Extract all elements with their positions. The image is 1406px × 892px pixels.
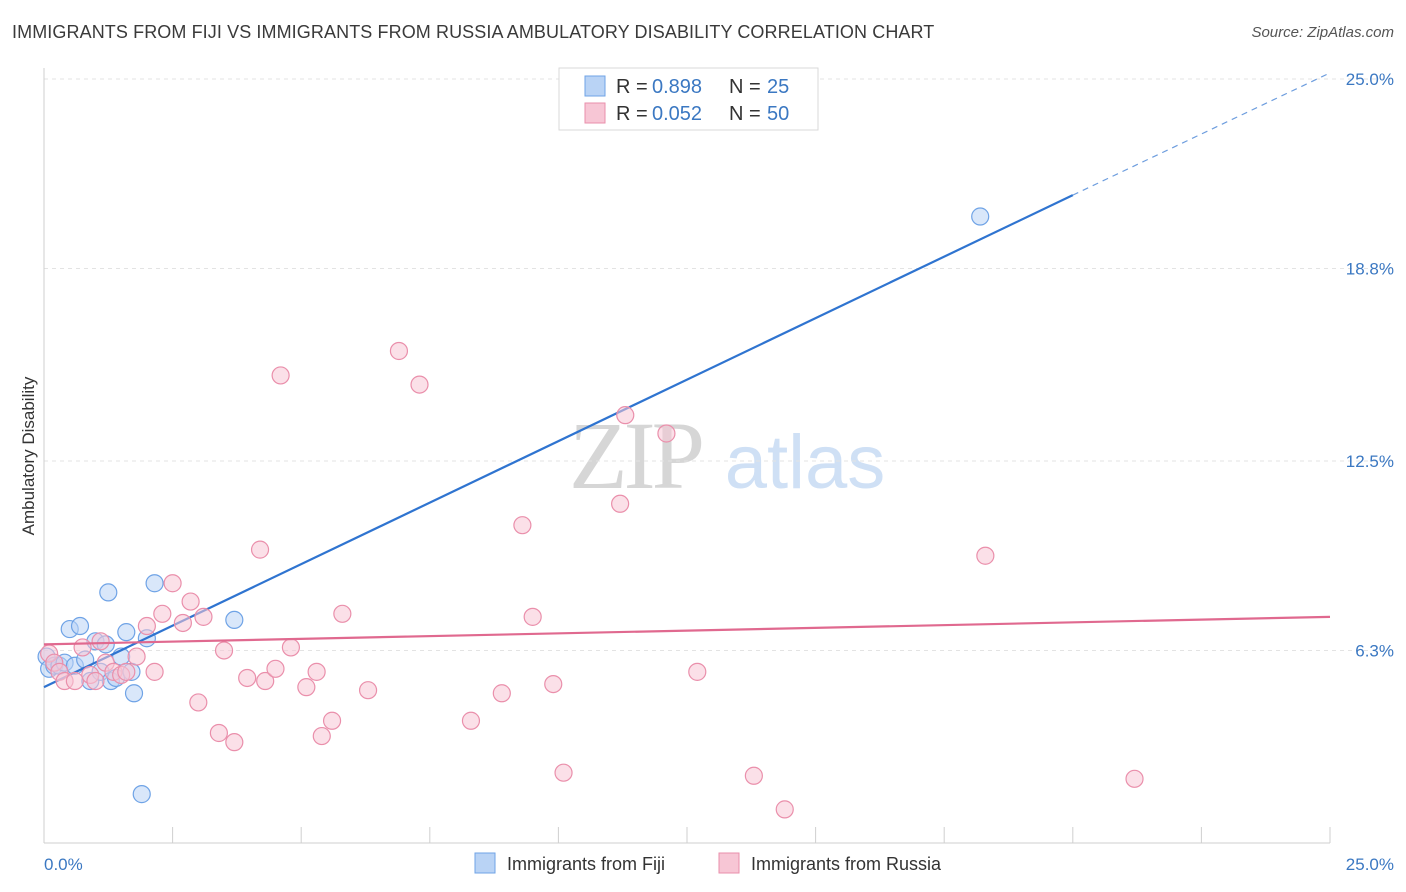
point-russia-33: [312, 726, 331, 746]
point-fiji-13: [99, 583, 118, 602]
point-russia-31: [297, 678, 316, 697]
point-russia-16: [153, 604, 172, 623]
x-axis-ticks: [43, 827, 1331, 843]
point-russia-50: [775, 800, 794, 819]
point-russia-39: [461, 711, 481, 730]
point-russia-4: [65, 671, 84, 691]
series-legend-label-fiji: Immigrants from Fiji: [507, 854, 665, 874]
y-axis-title: Ambulatory Disability: [19, 376, 38, 535]
point-russia-15: [145, 662, 164, 681]
point-russia-35: [333, 604, 352, 623]
point-russia-37: [389, 341, 409, 361]
legend-n-label-russia: N =: [729, 103, 761, 125]
point-fiji-22: [145, 574, 164, 593]
point-russia-23: [214, 641, 234, 660]
chart-source: Source: ZipAtlas.com: [1251, 24, 1394, 41]
point-russia-27: [256, 671, 275, 691]
series-legend-label-russia: Immigrants from Russia: [751, 854, 942, 874]
point-russia-42: [523, 607, 542, 626]
point-russia-24: [225, 733, 244, 752]
point-russia-45: [611, 494, 630, 513]
point-russia-51: [976, 546, 995, 565]
point-russia-28: [266, 659, 285, 678]
point-russia-20: [189, 693, 208, 712]
point-russia-49: [744, 766, 763, 785]
point-fiji-20: [132, 785, 151, 804]
point-russia-47: [657, 424, 676, 443]
point-russia-17: [163, 574, 182, 593]
watermark-zip: ZIP: [569, 402, 702, 509]
point-russia-21: [194, 607, 213, 626]
stats-legend: R = 0.898 N = 25 R = 0.052 N = 50: [558, 67, 819, 131]
point-russia-5: [73, 638, 92, 657]
legend-r-value-fiji: 0.898: [652, 76, 702, 98]
legend-n-label-fiji: N =: [729, 76, 761, 98]
x-tick-label-min: 0.0%: [44, 855, 83, 874]
y-tick-label-0: 6.3%: [1355, 641, 1394, 660]
point-fiji-19: [124, 684, 144, 703]
point-fiji-24: [971, 207, 990, 226]
point-russia-34: [322, 711, 342, 730]
point-fiji-17: [117, 623, 136, 642]
y-tick-label-3: 25.0%: [1346, 70, 1394, 89]
point-russia-19: [181, 592, 200, 611]
legend-r-value-russia: 0.052: [652, 103, 702, 125]
point-russia-48: [688, 662, 707, 681]
series-legend-swatch-russia: [718, 852, 740, 874]
legend-r-label-russia: R =: [616, 103, 648, 125]
point-russia-32: [307, 662, 326, 681]
series-legend: Immigrants from Fiji Immigrants from Rus…: [474, 852, 942, 874]
series-layer: [37, 72, 1331, 819]
trend-line-russia: [43, 615, 1331, 646]
point-russia-7: [86, 671, 105, 691]
point-russia-12: [117, 662, 136, 681]
point-russia-18: [173, 613, 192, 633]
y-tick-label-2: 18.8%: [1346, 259, 1394, 278]
legend-n-value-fiji: 25: [767, 76, 789, 98]
point-russia-40: [492, 684, 511, 703]
legend-swatch-russia: [584, 102, 606, 124]
point-russia-36: [358, 681, 378, 700]
point-russia-38: [410, 375, 429, 394]
point-russia-13: [127, 647, 146, 666]
trend-line-fiji: [43, 194, 1074, 689]
watermark-atlas: atlas: [725, 420, 886, 505]
legend-r-label-fiji: R =: [616, 76, 648, 98]
point-russia-44: [554, 763, 573, 782]
point-russia-26: [250, 540, 270, 559]
point-fiji-23: [225, 610, 244, 630]
point-russia-29: [271, 366, 290, 385]
point-russia-30: [281, 638, 301, 657]
x-tick-label-max: 25.0%: [1346, 855, 1394, 874]
y-tick-label-1: 12.5%: [1346, 452, 1394, 471]
y-axis-tick-labels: 6.3% 12.5% 18.8% 25.0%: [1346, 70, 1394, 660]
point-fiji-7: [70, 616, 90, 636]
point-russia-14: [137, 616, 156, 636]
series-legend-swatch-fiji: [474, 852, 496, 874]
point-russia-43: [544, 674, 563, 694]
point-russia-46: [616, 406, 635, 425]
legend-swatch-fiji: [584, 75, 606, 97]
trend-line-extension-fiji: [1072, 72, 1331, 196]
point-russia-22: [209, 723, 228, 743]
series-russia: [40, 341, 1331, 819]
point-russia-52: [1125, 769, 1144, 788]
chart-title: IMMIGRANTS FROM FIJI VS IMMIGRANTS FROM …: [12, 22, 935, 42]
point-russia-8: [91, 632, 110, 651]
legend-n-value-russia: 50: [767, 103, 789, 125]
point-russia-41: [513, 516, 532, 535]
point-russia-25: [238, 668, 257, 688]
